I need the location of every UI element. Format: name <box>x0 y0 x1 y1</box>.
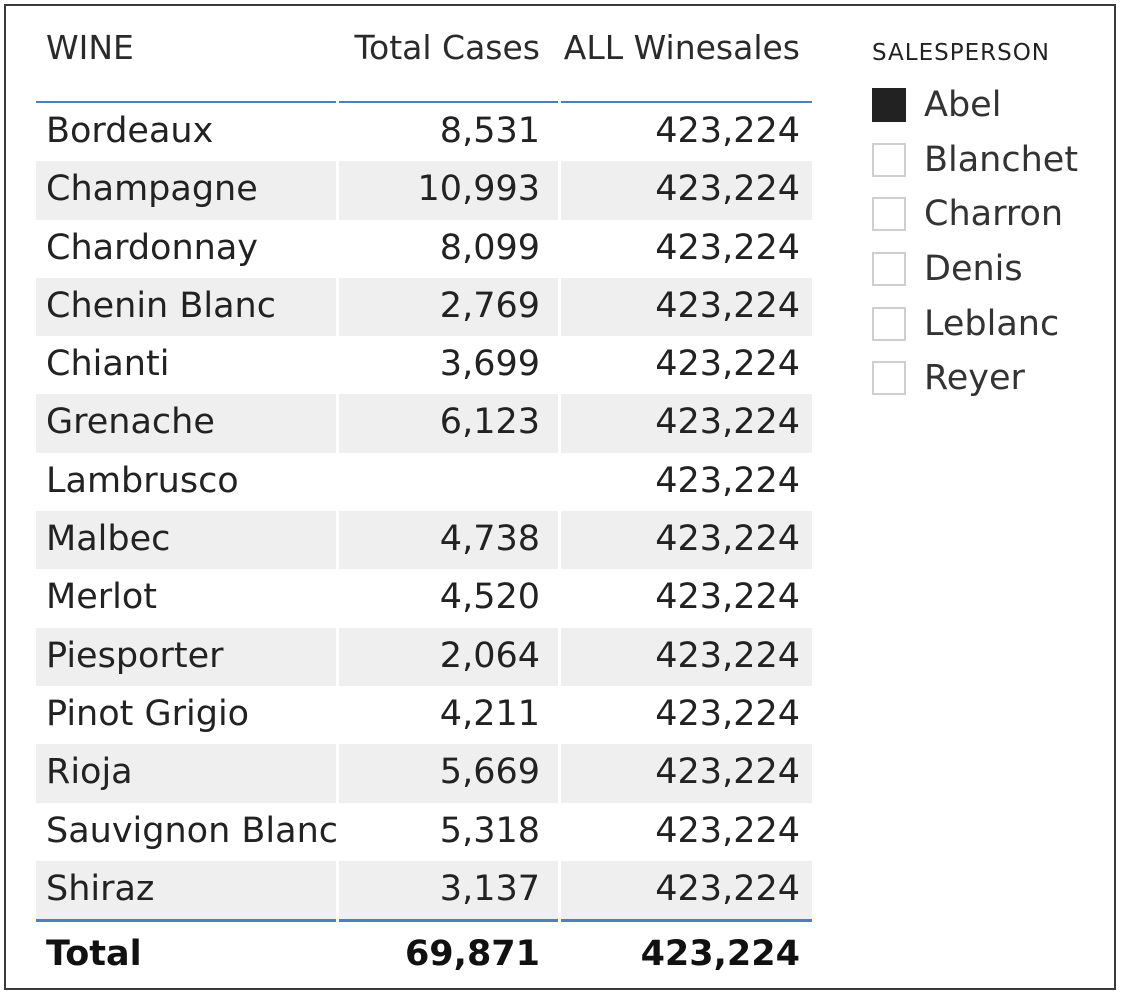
table-row[interactable]: Piesporter 2,064 423,224 <box>36 627 812 686</box>
slicer-title: SALESPERSON <box>872 40 1050 66</box>
all-winesales-cell: 423,224 <box>655 285 800 326</box>
total-cases-cell: 6,123 <box>439 402 540 443</box>
wine-cell: Chianti <box>46 344 170 385</box>
all-winesales-cell: 423,224 <box>655 519 800 560</box>
table-row[interactable]: Lambrusco 423,224 <box>36 452 812 512</box>
wine-cell: Sauvignon Blanc <box>46 810 339 851</box>
wine-cell: Shiraz <box>46 868 155 909</box>
all-winesales-cell: 423,224 <box>655 693 800 734</box>
table-row[interactable]: Rioja 5,669 423,224 <box>36 744 812 803</box>
total-cases-cell: 2,769 <box>439 285 540 326</box>
table-row[interactable]: Bordeaux 8,531 423,224 <box>36 103 812 162</box>
total-cases-cell: 5,318 <box>439 810 540 851</box>
total-cases-cell: 8,531 <box>439 111 540 151</box>
table-row[interactable]: Sauvignon Blanc 5,318 423,224 <box>36 802 812 861</box>
slicer-list: Abel Blanchet Charron Denis Leblanc Reyer <box>872 78 1102 406</box>
slicer-item-blanchet[interactable]: Blanchet <box>872 133 1102 188</box>
total-label: Total <box>46 934 142 975</box>
checkbox-icon[interactable] <box>872 252 906 287</box>
total-cases-cell: 2,064 <box>439 635 540 676</box>
all-winesales-cell: 423,224 <box>655 635 800 676</box>
header-total-cases[interactable]: Total Cases <box>354 28 540 67</box>
header-divider <box>36 101 812 103</box>
table-body: Bordeaux 8,531 423,224 Champagne 10,993 423,2… <box>36 103 812 920</box>
all-winesales-cell: 423,224 <box>655 169 800 210</box>
slicer-item-label: Charron <box>924 194 1064 235</box>
all-winesales-cell: 423,224 <box>655 752 800 793</box>
checkbox-icon[interactable] <box>872 197 906 232</box>
wine-cell: Champagne <box>46 169 258 210</box>
header-wine[interactable]: WINE <box>46 28 134 67</box>
wine-cell: Pinot Grigio <box>46 693 250 734</box>
checkbox-icon[interactable] <box>872 142 906 177</box>
wine-cell: Chenin Blanc <box>46 285 276 326</box>
total-cases-cell: 4,520 <box>439 577 540 618</box>
header-all-winesales[interactable]: ALL Winesales <box>563 28 800 67</box>
wine-cell: Malbec <box>46 519 171 560</box>
slicer-item-label: Abel <box>924 85 1002 126</box>
total-cases-cell: 5,669 <box>439 752 540 793</box>
slicer-item-reyer[interactable]: Reyer <box>872 351 1102 406</box>
table-row[interactable]: Malbec 4,738 423,224 <box>36 511 812 570</box>
table-row[interactable]: Champagne 10,993 423,224 <box>36 161 812 220</box>
total-cases-cell: 3,699 <box>439 344 540 385</box>
slicer-item-denis[interactable]: Denis <box>872 242 1102 297</box>
slicer-item-leblanc[interactable]: Leblanc <box>872 296 1102 351</box>
all-winesales-cell: 423,224 <box>655 868 800 909</box>
total-cases-cell: 4,211 <box>439 693 540 734</box>
wine-cell: Chardonnay <box>46 227 258 268</box>
table-row[interactable]: Shiraz 3,137 423,224 <box>36 860 812 920</box>
table-row[interactable]: Pinot Grigio 4,211 423,224 <box>36 685 812 745</box>
checkbox-icon[interactable] <box>872 88 906 123</box>
all-winesales-cell: 423,224 <box>655 111 800 151</box>
wine-cell: Grenache <box>46 402 215 443</box>
slicer-item-charron[interactable]: Charron <box>872 187 1102 242</box>
salesperson-slicer: SALESPERSON Abel Blanchet Charron Denis Lebl… <box>872 40 1102 406</box>
total-cases-cell: 4,738 <box>439 519 540 560</box>
visual-frame: WINE Total Cases ALL Winesales Bordeaux 8… <box>4 4 1116 990</box>
table-row[interactable]: Chenin Blanc 2,769 423,224 <box>36 277 812 337</box>
wine-cell: Rioja <box>46 752 133 793</box>
table-row[interactable]: Chardonnay 8,099 423,224 <box>36 219 812 278</box>
table-header: WINE Total Cases ALL Winesales <box>36 6 812 103</box>
all-winesales-cell: 423,224 <box>655 577 800 618</box>
total-cases-cell: 3,137 <box>439 868 540 909</box>
slicer-item-label: Reyer <box>924 358 1025 399</box>
total-cases: 69,871 <box>404 934 540 975</box>
all-winesales-cell: 423,224 <box>655 227 800 268</box>
checkbox-icon[interactable] <box>872 361 906 396</box>
slicer-item-abel[interactable]: Abel <box>872 78 1102 133</box>
table-row[interactable]: Merlot 4,520 423,224 <box>36 569 812 628</box>
wine-cell: Lambrusco <box>46 460 239 501</box>
wine-cell: Merlot <box>46 577 157 618</box>
all-winesales-cell: 423,224 <box>655 344 800 385</box>
wine-table: WINE Total Cases ALL Winesales Bordeaux 8… <box>36 6 812 984</box>
table-row[interactable]: Chianti 3,699 423,224 <box>36 336 812 395</box>
slicer-item-label: Denis <box>924 249 1023 290</box>
wine-cell: Piesporter <box>46 635 224 676</box>
total-divider <box>36 919 812 923</box>
wine-cell: Bordeaux <box>46 111 214 151</box>
all-winesales-cell: 423,224 <box>655 460 800 501</box>
table-row[interactable]: Grenache 6,123 423,224 <box>36 394 812 453</box>
checkbox-icon[interactable] <box>872 306 906 341</box>
total-cases-cell: 8,099 <box>439 227 540 268</box>
total-all-winesales: 423,224 <box>640 934 800 975</box>
all-winesales-cell: 423,224 <box>655 810 800 851</box>
slicer-item-label: Leblanc <box>924 303 1060 344</box>
slicer-item-label: Blanchet <box>924 139 1079 180</box>
all-winesales-cell: 423,224 <box>655 402 800 443</box>
total-cases-cell: 10,993 <box>417 169 540 210</box>
total-row: Total 69,871 423,224 <box>36 922 812 984</box>
